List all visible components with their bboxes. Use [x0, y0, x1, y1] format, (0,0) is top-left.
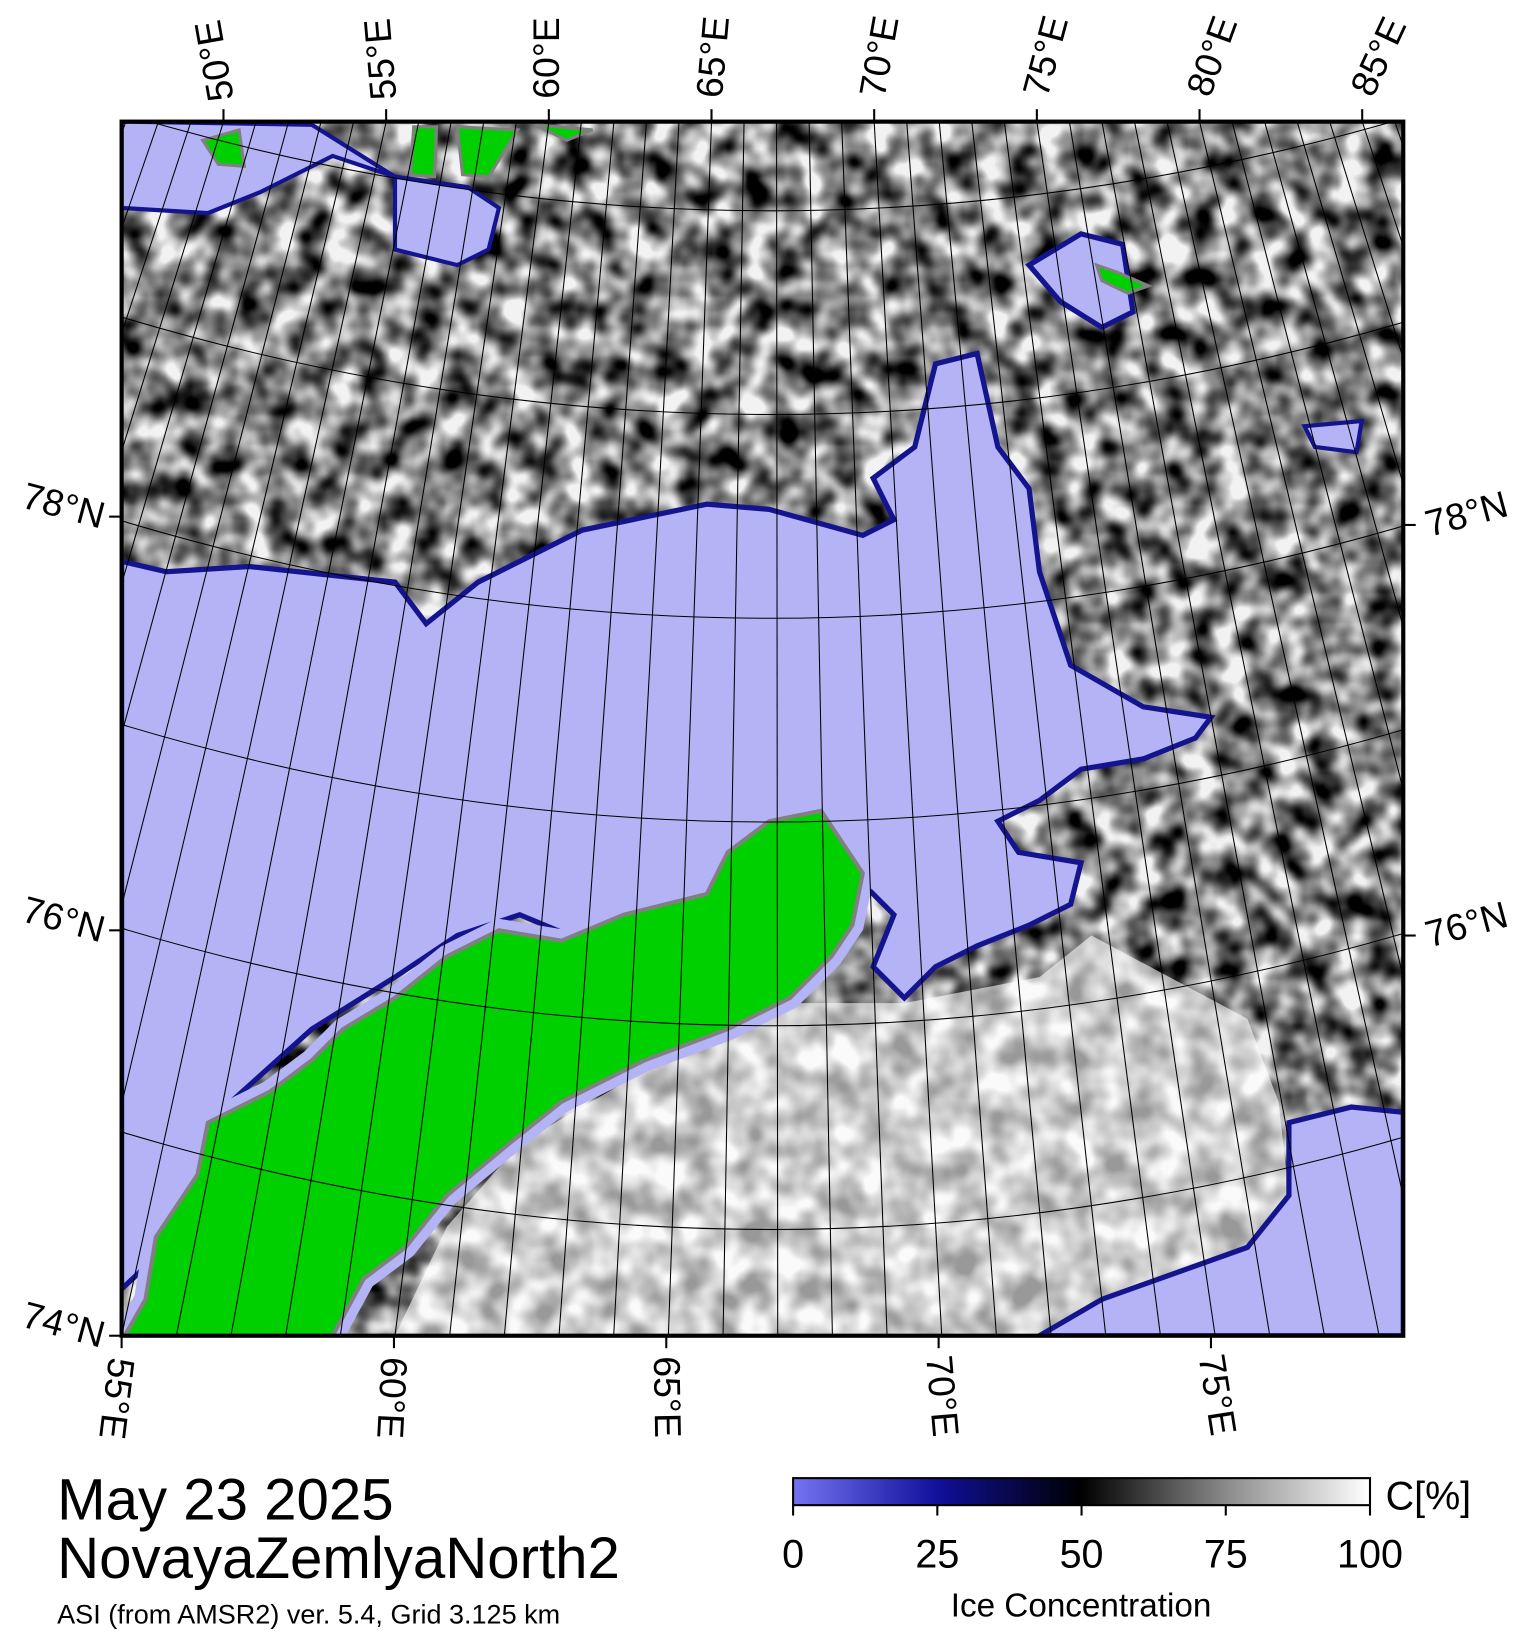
light-ice	[394, 935, 1289, 1336]
land	[122, 808, 865, 1336]
parallel	[122, 0, 1404, 7]
meridian	[667, 121, 713, 1336]
meridian	[1199, 121, 1404, 980]
meridian	[1460, 122, 1528, 1336]
meridian	[613, 121, 680, 1336]
top-lon-label: 75°E	[1014, 11, 1076, 101]
meridian	[121, 121, 355, 1107]
meridian	[841, 121, 888, 1336]
region: NovayaZemlyaNorth2	[57, 1526, 620, 1591]
open-water	[1301, 418, 1365, 455]
meridian	[776, 121, 779, 1336]
meridian	[1101, 121, 1325, 1336]
meridian	[722, 121, 745, 1336]
meridian	[394, 121, 550, 1336]
meridian	[1166, 121, 1404, 1200]
land	[408, 125, 439, 179]
parallel	[121, 1131, 1404, 1230]
colorbar-label: Ice Concentration	[951, 1587, 1212, 1624]
left-lat-label: 76°N	[18, 888, 110, 950]
right-lat-label: 76°N	[1421, 893, 1513, 955]
meridian	[175, 121, 420, 1336]
date: May 23 2025	[57, 1468, 393, 1533]
land	[455, 125, 521, 179]
meridian	[971, 121, 1107, 1336]
meridian	[1296, 121, 1404, 487]
meridian	[906, 121, 997, 1336]
parallel	[121, 724, 1404, 823]
meridian	[1231, 121, 1404, 792]
colorbar-tick-label: 100	[1337, 1533, 1403, 1577]
meridian	[121, 121, 192, 336]
meridian	[1133, 121, 1380, 1336]
bottom-lon-label: 75°E	[1191, 1351, 1245, 1438]
parallel	[121, 927, 1404, 1027]
parallel	[121, 520, 1404, 619]
meridian	[449, 121, 582, 1336]
top-lon-label: 55°E	[356, 17, 405, 102]
top-lon-label: 65°E	[688, 15, 737, 100]
bottom-lon-label: 70°E	[918, 1354, 967, 1439]
meridian	[1068, 121, 1271, 1336]
colorbar-tick-label: 50	[1060, 1533, 1104, 1577]
meridian	[1036, 121, 1216, 1336]
right-lat-label: 78°N	[1421, 483, 1513, 545]
meridian	[1264, 121, 1404, 629]
parallel	[121, 316, 1404, 416]
top-lon-label: 50°E	[186, 17, 242, 105]
meridian	[1492, 122, 1528, 1336]
meridian	[0, 122, 61, 1336]
open-water	[1034, 1104, 1404, 1336]
bottom-lon-label: 55°E	[91, 1356, 143, 1442]
meridian	[121, 121, 387, 1336]
map-labels: 50°E 55°E 60°E 65°E 70°E 75°E 80°E 85°E 55°E 60°E…	[18, 11, 1512, 1442]
meridian	[121, 121, 257, 586]
meridian	[121, 121, 322, 908]
top-lon-label: 60°E	[525, 17, 567, 99]
meridian	[1003, 121, 1161, 1336]
meridian	[1427, 122, 1528, 1336]
parallel	[148, 121, 1395, 212]
left-lat-label: 78°N	[18, 474, 110, 536]
open-water	[1025, 231, 1136, 331]
bottom-lon-label: 65°E	[646, 1356, 689, 1438]
top-lon-label: 70°E	[851, 13, 907, 101]
colorbar-unit: C[%]	[1386, 1474, 1472, 1518]
colorbar-ticks: 0 25 50 75 100	[782, 1505, 1403, 1577]
colorbar-tick-label: 75	[1204, 1533, 1248, 1577]
meridian	[938, 121, 1052, 1336]
meridian	[121, 121, 127, 135]
meridian	[558, 121, 647, 1336]
meridian	[808, 121, 833, 1336]
meridian	[121, 121, 224, 453]
meridian	[0, 122, 93, 1336]
top-lon-label: 80°E	[1178, 11, 1245, 102]
map-frame	[119, 119, 1406, 1338]
colorbar-tick-label: 0	[782, 1533, 804, 1577]
source: ASI (from AMSR2) ver. 5.4, Grid 3.125 km	[57, 1600, 560, 1630]
land	[1094, 262, 1153, 295]
bottom-lon-label: 60°E	[369, 1356, 415, 1440]
colorbar-tick-label: 25	[915, 1533, 959, 1577]
meridian	[230, 121, 452, 1336]
meridian	[503, 121, 615, 1336]
top-lon-label: 85°E	[1342, 11, 1415, 103]
colorbar	[792, 1477, 1372, 1507]
meridian	[285, 121, 485, 1336]
meridian	[339, 121, 517, 1336]
meridian	[1394, 121, 1404, 148]
meridian	[873, 121, 943, 1336]
meridian	[1329, 121, 1404, 361]
meridian	[0, 122, 28, 1336]
left-lat-label: 74°N	[18, 1293, 110, 1355]
